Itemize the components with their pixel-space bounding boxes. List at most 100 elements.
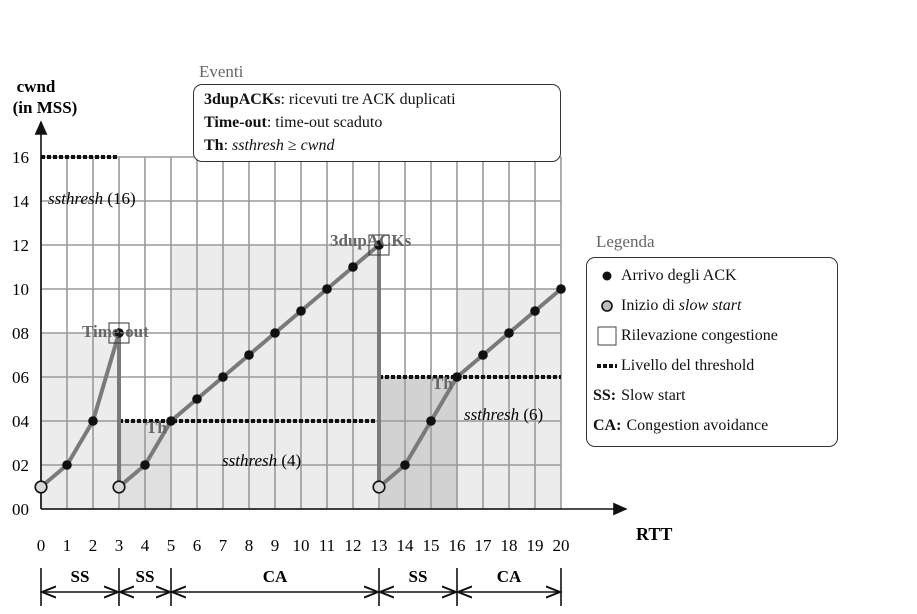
legend-item-label: Inizio di slow start — [621, 297, 741, 315]
x-tick-label: 20 — [553, 536, 570, 555]
chart-axes: 0 1 2 3 4 5 6 7 8 9 10 11 12 13 14 15 16 17 18 19 2000020406… — [12, 120, 628, 555]
legend-item-ca: CA: Congestion avoidance — [593, 411, 831, 441]
x-tick-label: 10 — [293, 536, 310, 555]
filled-dot-icon — [593, 270, 621, 282]
x-tick-label: 18 — [501, 536, 518, 555]
ack-point — [62, 460, 72, 470]
square-icon — [593, 326, 621, 346]
hollow-dot-icon — [593, 299, 621, 313]
y-tick-label: 10 — [12, 280, 29, 299]
threshold-label-16: ssthresh (16) — [48, 189, 136, 208]
threshold-label-value: (6) — [519, 405, 543, 424]
y-tick-label: 04 — [12, 412, 30, 431]
slow-start-point — [34, 480, 48, 494]
event-dupacks-text: : ricevuti tre ACK duplicati — [280, 91, 456, 108]
y-axis-label-line2: (in MSS) — [13, 98, 78, 117]
x-tick-label: 16 — [449, 536, 466, 555]
phase-indicators: SS SS CA SS CA — [41, 567, 561, 606]
cwnd-line — [39, 332, 121, 489]
event-timeout: Time-out: time-out scaduto — [204, 111, 550, 134]
ack-point — [114, 328, 124, 338]
slow-start-point — [372, 480, 386, 494]
event-dupacks: 3dupACKs: ricevuti tre ACK duplicati — [204, 88, 550, 111]
threshold-label-4: ssthresh (4) — [222, 451, 301, 470]
x-axis-label: RTT — [636, 524, 672, 544]
legend-item-label: Arrivo degli ACK — [621, 267, 737, 284]
cwnd-line — [377, 287, 563, 489]
y-tick-label: 14 — [12, 192, 30, 211]
legend-item-label: Congestion avoidance — [626, 417, 769, 434]
cwnd-points — [34, 234, 566, 494]
y-tick-label: 00 — [12, 500, 29, 519]
event-threshold-sep: : — [223, 137, 233, 154]
ack-point — [296, 306, 306, 316]
x-tick-label: 9 — [271, 536, 280, 555]
y-axis-label-line1: cwnd — [17, 77, 56, 96]
congestion-marker — [108, 322, 130, 344]
threshold-label-name: ssthresh — [222, 451, 277, 470]
y-tick-label: 08 — [12, 324, 29, 343]
phase-label: CA — [497, 567, 522, 586]
event-timeout-text: : time-out scaduto — [266, 114, 383, 131]
th-annotation-1: Th — [146, 418, 167, 437]
ack-point — [556, 284, 566, 294]
legend-item-ack: Arrivo degli ACK — [593, 261, 831, 291]
threshold-label-name: ssthresh — [48, 189, 103, 208]
threshold-lines — [41, 155, 561, 423]
dashed-line-icon — [593, 362, 621, 370]
legend-item-ss: SS: Slow start — [593, 381, 831, 411]
event-timeout-key: Time-out — [204, 114, 267, 131]
x-tick-label: 6 — [193, 536, 202, 555]
x-tick-label: 2 — [89, 536, 98, 555]
cwnd-series — [39, 243, 563, 489]
event-threshold-var1: ssthresh — [232, 137, 284, 154]
ack-point — [348, 262, 358, 272]
ack-point — [244, 350, 254, 360]
ack-point — [192, 394, 202, 404]
legend-title: Legenda — [596, 232, 655, 251]
ack-point — [270, 328, 280, 338]
x-tick-label: 0 — [37, 536, 46, 555]
event-threshold-key: Th — [204, 137, 224, 154]
x-tick-label: 7 — [219, 536, 228, 555]
ack-point — [322, 284, 332, 294]
legend-item-key: CA: — [593, 417, 622, 434]
timeout-annotation: Time-out — [82, 322, 149, 341]
x-tick-label: 15 — [423, 536, 440, 555]
legend-item-label: Rilevazione congestione — [621, 327, 778, 344]
ack-point — [400, 460, 410, 470]
legend-box: Arrivo degli ACK Inizio di slow start Ri… — [586, 257, 838, 447]
legend-item-label: Slow start — [621, 387, 686, 404]
ack-point — [478, 350, 488, 360]
event-threshold: Th: ssthresh ≥ cwnd — [204, 134, 550, 157]
phase-label: CA — [263, 567, 288, 586]
x-tick-label: 5 — [167, 536, 176, 555]
congestion-marker — [368, 234, 390, 256]
ack-point — [88, 416, 98, 426]
x-tick-label: 3 — [115, 536, 124, 555]
threshold-label-value: (16) — [103, 189, 136, 208]
dupacks-annotation: 3dupACKs — [330, 231, 412, 250]
x-tick-label: 17 — [475, 536, 493, 555]
phase-label: SS — [71, 567, 90, 586]
y-tick-label: 12 — [12, 236, 29, 255]
chart-labels: ssthresh (16)ssthresh (4)ssthresh (6)Tim… — [48, 189, 543, 470]
ack-point — [504, 328, 514, 338]
ack-point — [426, 416, 436, 426]
ack-point — [374, 240, 384, 250]
y-tick-label: 16 — [12, 148, 29, 167]
th-annotation-2: Th — [432, 374, 453, 393]
events-title: Eventi — [199, 62, 244, 81]
events-box: 3dupACKs: ricevuti tre ACK duplicati Tim… — [193, 84, 561, 162]
y-tick-label: 02 — [12, 456, 29, 475]
phase-label: SS — [409, 567, 428, 586]
x-tick-label: 1 — [63, 536, 72, 555]
event-threshold-var2: cwnd — [300, 137, 335, 154]
x-tick-label: 4 — [141, 536, 150, 555]
legend-item-prefix: Inizio di — [621, 297, 679, 314]
event-threshold-op: ≥ — [283, 137, 301, 154]
x-tick-label: 14 — [397, 536, 415, 555]
legend-item-key: SS: — [593, 387, 617, 404]
slow-start-point — [112, 480, 126, 494]
